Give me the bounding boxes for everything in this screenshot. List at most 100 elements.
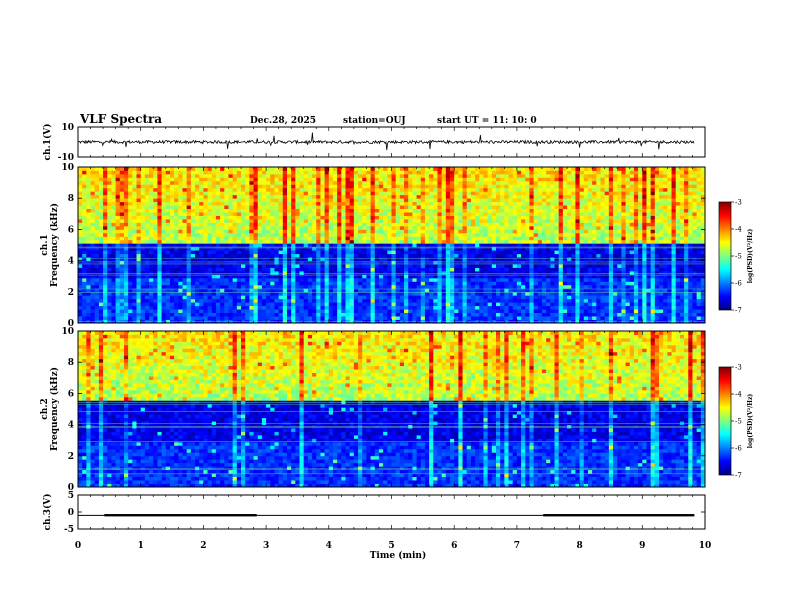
spectrogram-cell xyxy=(153,257,158,261)
spectrogram-cell xyxy=(195,316,200,320)
spectrogram-cell xyxy=(115,257,121,261)
spectrogram-cell xyxy=(257,257,263,261)
spectrogram-cell xyxy=(408,177,413,182)
spectrogram-cell xyxy=(516,225,522,230)
spectrogram-cell xyxy=(174,215,179,220)
spectrogram-cell xyxy=(324,198,330,203)
spectrogram-cell xyxy=(220,212,225,216)
spectrogram-cell xyxy=(94,277,100,282)
spectrogram-cell xyxy=(261,173,267,178)
spectrogram-cell xyxy=(349,302,355,307)
spectrogram-cell xyxy=(149,170,154,175)
spectrogram-cell xyxy=(332,305,338,310)
spectrogram-cell xyxy=(299,302,305,307)
spectrogram-cell xyxy=(454,191,459,196)
spectrogram-cell xyxy=(261,246,267,251)
spectrogram-cell xyxy=(475,201,480,206)
spectrogram-cell xyxy=(165,198,171,203)
spectrogram-cell xyxy=(316,187,321,192)
spectrogram-cell xyxy=(149,284,154,289)
spectrogram-cell xyxy=(115,312,121,317)
spectrogram-cell xyxy=(94,194,100,199)
spectrogram-cell xyxy=(345,274,351,279)
spectrogram-cell xyxy=(508,219,514,223)
spectrogram-cell xyxy=(353,291,359,296)
spectrogram-cell xyxy=(378,191,384,196)
spectrogram-cell xyxy=(282,309,288,313)
spectrogram-cell xyxy=(454,253,459,258)
spectrogram-cell xyxy=(521,264,526,268)
spectrogram-cell xyxy=(195,298,200,303)
spectrogram-cell xyxy=(241,246,246,251)
spectrogram-cell xyxy=(458,250,463,255)
spectrogram-cell xyxy=(458,281,463,286)
spectrogram-cell xyxy=(149,246,154,251)
spectrogram-cell xyxy=(399,215,405,220)
spectrogram-cell xyxy=(128,232,133,237)
spectrogram-cell xyxy=(512,284,518,289)
spectrogram-cell xyxy=(153,180,158,185)
spectrogram-cell xyxy=(416,253,422,258)
spectrogram-cell xyxy=(487,236,493,241)
spectrogram-cell xyxy=(378,212,384,216)
spectrogram-cell xyxy=(475,277,480,282)
spectrogram-cell xyxy=(169,277,175,282)
spectrogram-cell xyxy=(207,305,213,310)
spectrogram-cell xyxy=(328,177,334,182)
spectrogram-cell xyxy=(320,295,326,300)
spectrogram-cell xyxy=(90,170,96,175)
spectrogram-cell xyxy=(287,260,292,265)
spectrogram-cell xyxy=(132,236,137,241)
spectrogram-cell xyxy=(236,288,242,293)
spectrogram-cell xyxy=(370,177,376,182)
spectrogram-cell xyxy=(445,305,451,310)
spectrogram-cell xyxy=(136,219,142,223)
spectrogram-cell xyxy=(119,302,125,307)
spectrogram-cell xyxy=(512,180,518,185)
spectrogram-cell xyxy=(257,246,263,251)
spectrogram-cell xyxy=(228,222,234,227)
spectrogram-cell xyxy=(328,215,334,220)
spectrogram-cell xyxy=(140,198,146,203)
spectrogram-cell xyxy=(450,295,455,300)
spectrogram-cell xyxy=(441,312,447,317)
spectrogram-cell xyxy=(466,298,472,303)
spectrogram-cell xyxy=(287,194,292,199)
spectrogram-cell xyxy=(144,180,150,185)
spectrogram-cell xyxy=(479,198,484,203)
spectrogram-cell xyxy=(328,229,334,234)
spectrogram-cell xyxy=(186,205,192,209)
spectrogram-cell xyxy=(445,246,451,251)
spectrogram-cell xyxy=(324,205,330,209)
spectrogram-cell xyxy=(303,236,309,241)
spectrogram-cell xyxy=(404,264,409,268)
spectrogram-cell xyxy=(253,295,259,300)
spectrogram-cell xyxy=(78,264,83,268)
spectrogram-cell xyxy=(470,212,476,216)
spectrogram-cell xyxy=(253,305,259,310)
spectrogram-cell xyxy=(169,239,175,244)
spectrogram-cell xyxy=(508,170,514,175)
spectrogram-cell xyxy=(207,212,213,216)
spectrogram-cell xyxy=(483,243,489,248)
spectrogram-cell xyxy=(416,232,422,237)
spectrogram-cell xyxy=(82,173,87,178)
spectrogram-cell xyxy=(504,205,509,209)
spectrogram-cell xyxy=(287,167,292,171)
spectrogram-cell xyxy=(450,205,455,209)
spectrogram-cell xyxy=(136,243,142,248)
spectrogram-cell xyxy=(182,257,188,261)
spectrogram-cell xyxy=(232,232,238,237)
spectrogram-cell xyxy=(462,180,468,185)
spectrogram-cell xyxy=(496,236,501,241)
spectrogram-cell xyxy=(165,288,171,293)
spectrogram-cell xyxy=(282,243,288,248)
spectrogram-cell xyxy=(328,173,334,178)
spectrogram-cell xyxy=(249,260,254,265)
spectrogram-cell xyxy=(215,305,221,310)
spectrogram-cell xyxy=(82,222,87,227)
spectrogram-cell xyxy=(291,312,296,317)
spectrogram-cell xyxy=(378,257,384,261)
spectrogram-cell xyxy=(136,274,142,279)
spectrogram-cell xyxy=(316,274,321,279)
